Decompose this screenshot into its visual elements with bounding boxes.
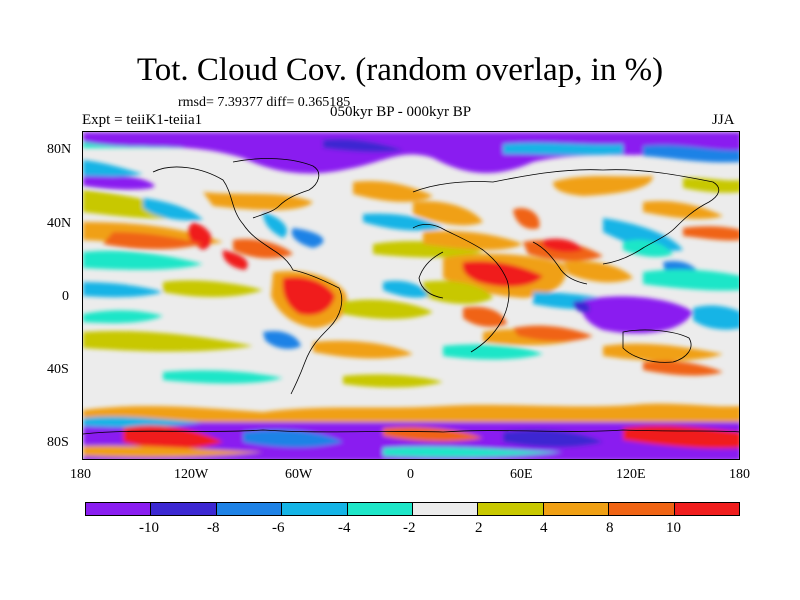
colorbar-label: -2 (403, 520, 416, 536)
colorbar-label: 10 (666, 520, 681, 536)
colorbar-label: -8 (207, 520, 220, 536)
lat-tick-0: 0 (62, 289, 69, 304)
colorbar-segment (85, 502, 152, 516)
colorbar-label: -10 (139, 520, 159, 536)
lon-tick-0: 0 (407, 467, 414, 482)
lon-tick-180e: 180 (729, 467, 750, 482)
lon-tick-120e: 120E (616, 467, 646, 482)
colorbar-segment (478, 502, 544, 516)
lat-tick-40n: 40N (47, 216, 72, 231)
colorbar (85, 502, 741, 516)
colorbar-segment (543, 502, 610, 516)
colorbar-segment (413, 502, 479, 516)
plot-title: Tot. Cloud Cov. (random overlap, in %) (136, 52, 664, 88)
colorbar-segment (674, 502, 741, 516)
lat-tick-80n: 80N (47, 142, 72, 157)
colorbar-label: -6 (272, 520, 285, 536)
colorbar-segment (347, 502, 414, 516)
lon-tick-120w: 120W (174, 467, 209, 482)
cloud-cover-map (82, 131, 740, 460)
colorbar-label: 2 (475, 520, 483, 536)
experiment-label: Expt = teiiK1-teiia1 (82, 112, 203, 128)
coastlines (83, 158, 739, 435)
colorbar-segment (282, 502, 348, 516)
lon-tick-60w: 60W (285, 467, 313, 482)
colorbar-label: 8 (606, 520, 614, 536)
map-field-svg (83, 132, 739, 459)
lat-tick-40s: 40S (47, 362, 69, 377)
season-label: JJA (712, 112, 735, 128)
period-label: 050kyr BP - 000kyr BP (330, 104, 472, 120)
colorbar-label: -4 (338, 520, 351, 536)
anomaly-field (83, 132, 739, 459)
colorbar-segment (151, 502, 217, 516)
stats-text: rmsd= 7.39377 diff= 0.365185 (178, 95, 351, 110)
lat-tick-80s: 80S (47, 435, 69, 450)
colorbar-segment (216, 502, 283, 516)
colorbar-label: 4 (540, 520, 548, 536)
lon-tick-60e: 60E (510, 467, 533, 482)
lon-tick-180w: 180 (70, 467, 91, 482)
colorbar-segment (609, 502, 675, 516)
